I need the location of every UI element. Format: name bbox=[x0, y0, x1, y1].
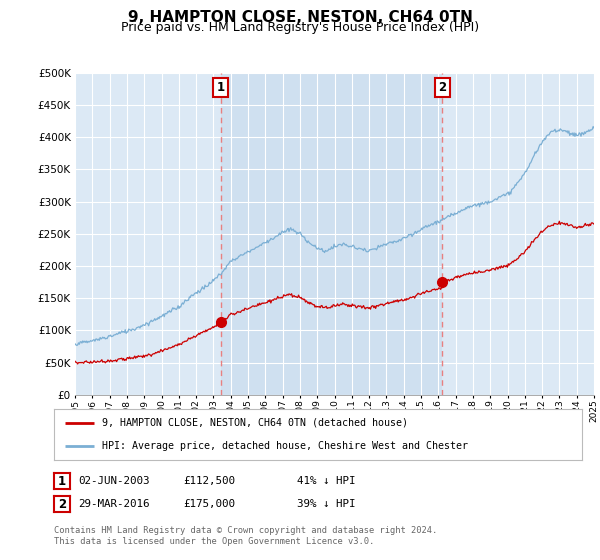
Bar bbox=[221, 73, 442, 395]
Text: 9, HAMPTON CLOSE, NESTON, CH64 0TN (detached house): 9, HAMPTON CLOSE, NESTON, CH64 0TN (deta… bbox=[101, 418, 407, 428]
Text: £112,500: £112,500 bbox=[183, 476, 235, 486]
Text: Price paid vs. HM Land Registry's House Price Index (HPI): Price paid vs. HM Land Registry's House … bbox=[121, 21, 479, 34]
Text: £175,000: £175,000 bbox=[183, 499, 235, 509]
Text: 1: 1 bbox=[58, 474, 66, 488]
Text: 29-MAR-2016: 29-MAR-2016 bbox=[78, 499, 149, 509]
Text: 2: 2 bbox=[438, 81, 446, 94]
Text: 39% ↓ HPI: 39% ↓ HPI bbox=[297, 499, 355, 509]
Text: 02-JUN-2003: 02-JUN-2003 bbox=[78, 476, 149, 486]
Text: HPI: Average price, detached house, Cheshire West and Chester: HPI: Average price, detached house, Ches… bbox=[101, 441, 467, 451]
Text: 1: 1 bbox=[217, 81, 225, 94]
Text: Contains HM Land Registry data © Crown copyright and database right 2024.
This d: Contains HM Land Registry data © Crown c… bbox=[54, 526, 437, 546]
Text: 41% ↓ HPI: 41% ↓ HPI bbox=[297, 476, 355, 486]
Text: 9, HAMPTON CLOSE, NESTON, CH64 0TN: 9, HAMPTON CLOSE, NESTON, CH64 0TN bbox=[128, 10, 472, 25]
Text: 2: 2 bbox=[58, 497, 66, 511]
